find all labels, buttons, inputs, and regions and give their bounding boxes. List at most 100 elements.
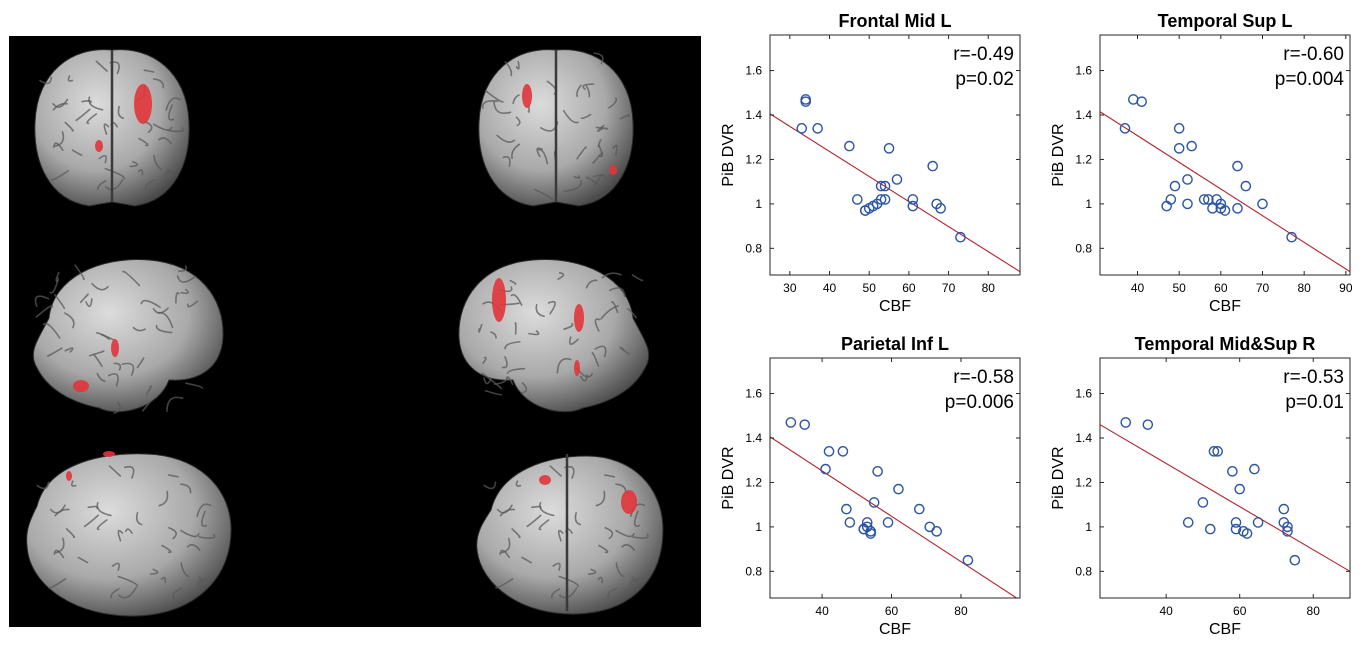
y-tick-label: 1.4: [745, 431, 762, 445]
data-point: [1119, 123, 1131, 134]
data-point: [1186, 140, 1197, 152]
data-point: [1197, 497, 1209, 508]
y-tick-label: 1: [1085, 520, 1092, 534]
data-point: [1182, 174, 1193, 185]
data-point: [837, 446, 849, 457]
data-point: [1120, 417, 1132, 428]
data-point: [812, 123, 823, 134]
data-point: [820, 463, 831, 475]
x-tick-label: 60: [1214, 281, 1228, 295]
data-point: [1282, 521, 1293, 533]
y-axis-label: PiB DVR: [720, 123, 737, 186]
data-point: [1212, 446, 1223, 457]
x-tick-label: 90: [1339, 281, 1353, 295]
x-tick-label: 60: [902, 281, 916, 295]
correlation-r: r=-0.60: [1283, 44, 1344, 65]
data-point: [1232, 160, 1243, 172]
x-tick-label: 70: [1256, 281, 1270, 295]
data-point: [1207, 203, 1218, 214]
y-tick-label: 1.2: [1075, 475, 1092, 489]
x-tick-label: 40: [815, 604, 829, 618]
data-point: [882, 517, 894, 528]
x-tick-label: 70: [942, 281, 956, 295]
correlation-p: p=0.01: [1285, 392, 1344, 413]
y-tick-label: 0.8: [745, 564, 762, 578]
y-tick-label: 0.8: [1075, 564, 1092, 578]
y-tick-label: 1: [755, 197, 762, 211]
x-tick-label: 60: [1233, 604, 1247, 618]
y-tick-label: 1.6: [1075, 64, 1092, 78]
data-point: [1234, 483, 1246, 495]
regression-line: [770, 113, 1020, 273]
x-tick-label: 80: [982, 281, 996, 295]
data-point: [1278, 503, 1290, 515]
y-axis-label: PiB DVR: [1050, 446, 1067, 509]
x-tick-label: 50: [863, 281, 877, 295]
data-point: [879, 194, 891, 205]
x-tick-label: 80: [1307, 604, 1321, 618]
data-point: [1241, 528, 1253, 539]
data-point: [1173, 143, 1185, 154]
brain-view-posterior: [471, 42, 641, 212]
data-point: [1173, 123, 1185, 134]
x-axis-label: CBF: [1209, 298, 1241, 315]
data-point: [1232, 203, 1243, 214]
chart-temporal-mid-sup-r: Temporal Mid&Sup R 40 60 80 0.8 1 1.2 1.4 1.6 CBF…: [1045, 323, 1369, 646]
data-point: [861, 517, 873, 528]
data-point: [955, 231, 966, 243]
data-point: [1169, 180, 1181, 192]
x-tick-label: 40: [1131, 281, 1145, 295]
data-point: [907, 200, 919, 212]
data-point: [1282, 526, 1293, 537]
plot-frame: [769, 357, 1021, 599]
data-point: [962, 554, 974, 566]
data-point: [872, 466, 883, 477]
data-point: [1289, 554, 1301, 566]
y-tick-label: 1.4: [1075, 431, 1092, 445]
y-tick-label: 1.6: [1075, 387, 1092, 401]
x-axis-label: CBF: [879, 621, 911, 638]
y-axis-label: PiB DVR: [1050, 123, 1067, 186]
data-point: [891, 174, 903, 185]
chart-parietal-inf-l: Parietal Inf L 40 60 80 0.8 1 1.2 1.4 1.6 CBF PiB …: [710, 323, 1040, 646]
chart-frontal-mid-l: Frontal Mid L 30 40 50 60 70 80 0.8 1 1.2 1.4 1.6 CB…: [710, 0, 1040, 323]
brain-view-superior: [467, 446, 667, 621]
data-point: [1136, 96, 1147, 107]
data-point: [844, 517, 856, 528]
data-point: [1203, 194, 1214, 205]
data-point: [927, 160, 938, 172]
brain-view-inferior: [17, 446, 237, 621]
data-point: [844, 140, 855, 152]
x-tick-label: 40: [823, 281, 837, 295]
data-point: [1142, 419, 1154, 430]
y-tick-label: 1.4: [745, 108, 762, 122]
x-tick-label: 50: [1172, 281, 1186, 295]
data-point: [1249, 463, 1260, 475]
y-tick-label: 1.4: [1075, 108, 1092, 122]
y-tick-label: 1.2: [1075, 152, 1092, 166]
correlation-p: p=0.004: [1275, 69, 1345, 90]
regression-line: [770, 436, 1018, 598]
data-point: [1204, 523, 1216, 535]
chart-temporal-sup-l: Temporal Sup L 40 50 60 70 80 90 0.8 1 1.2 1.4 1.6 C…: [1045, 0, 1369, 323]
chart-title: Temporal Mid&Sup R: [1135, 334, 1316, 354]
correlation-p: p=0.02: [955, 69, 1014, 90]
data-point: [879, 180, 891, 192]
plot-frame: [1099, 34, 1351, 276]
data-point: [1240, 180, 1252, 192]
data-point: [1161, 200, 1172, 212]
y-tick-label: 0.8: [745, 241, 762, 255]
data-point: [1257, 198, 1268, 210]
correlation-r: r=-0.53: [1283, 367, 1344, 388]
data-point: [823, 446, 835, 457]
x-tick-label: 30: [783, 281, 797, 295]
brain-view-left-lateral: [19, 248, 229, 423]
y-tick-label: 1.6: [745, 64, 762, 78]
data-point: [1286, 231, 1297, 243]
data-point: [785, 417, 797, 428]
data-point: [799, 419, 811, 430]
brain-view-right-lateral: [453, 248, 663, 423]
data-point: [1230, 523, 1242, 535]
chart-title: Frontal Mid L: [839, 11, 952, 31]
data-point: [1230, 517, 1242, 528]
